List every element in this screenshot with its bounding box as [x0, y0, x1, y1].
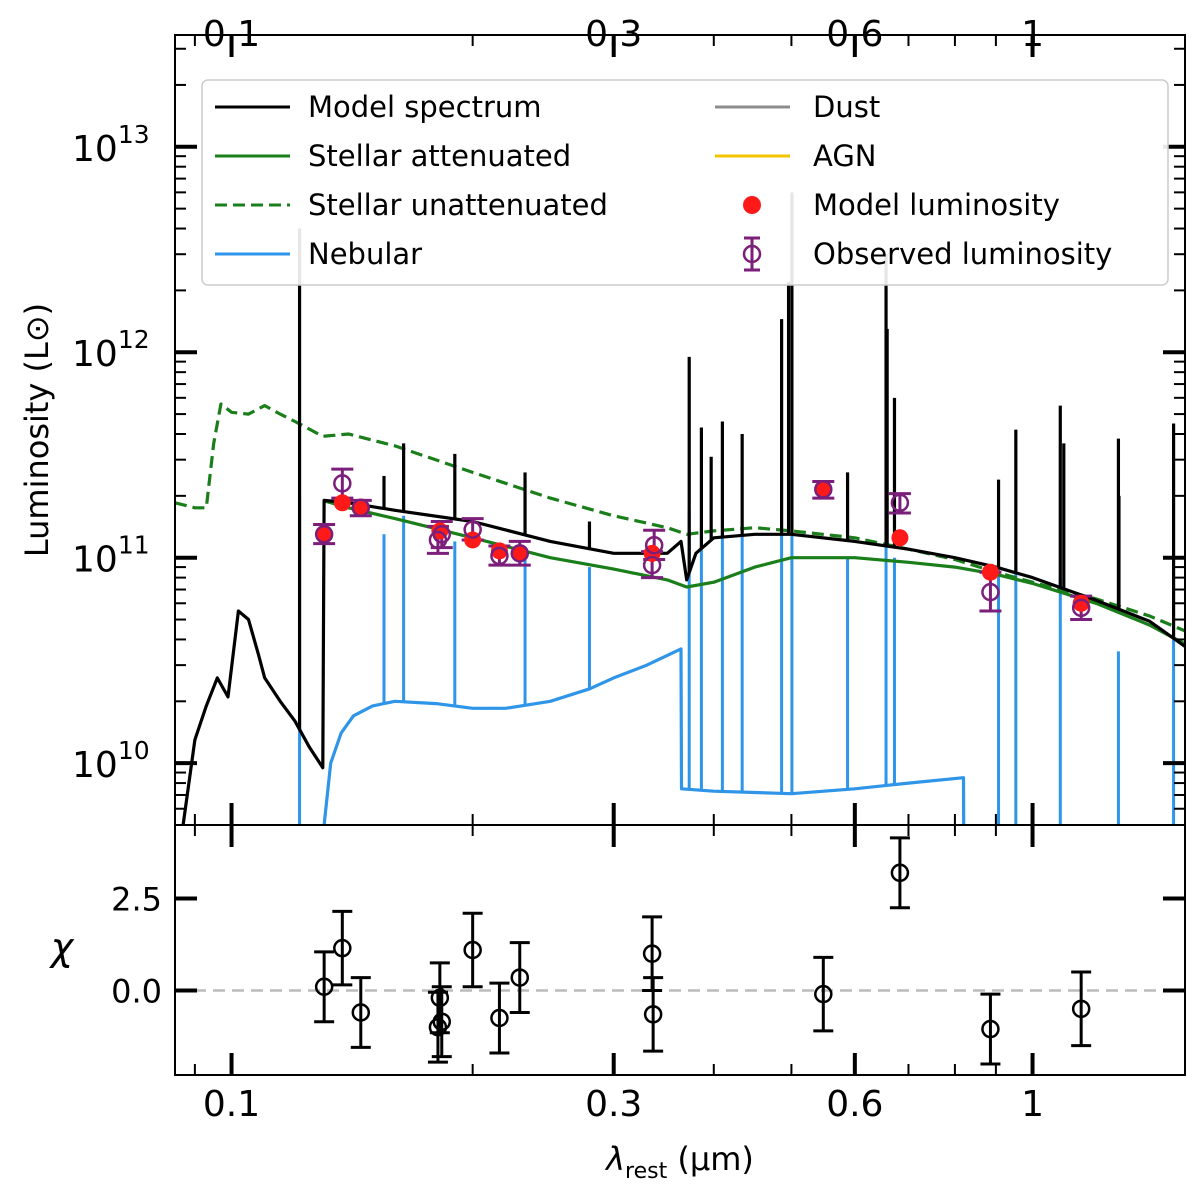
observed-luminosity-marker: [351, 498, 371, 518]
observed-luminosity-marker: [890, 493, 910, 513]
series-line-nebular: [322, 647, 966, 825]
x-tick-label-top: 0.1: [203, 14, 260, 55]
legend-label: Model spectrum: [308, 90, 542, 124]
legend-entry-observed-luminosity: Observed luminosity: [742, 236, 1112, 272]
axis-labels: Luminosity (L⊙) χ λrest (μm): [18, 303, 754, 1184]
x-tick-label-bottom: 0.3: [585, 1084, 642, 1125]
residual-point: [510, 968, 530, 987]
model-luminosity-point: [333, 494, 351, 512]
x-tick-label-top: 0.6: [826, 14, 883, 55]
model-luminosity-point: [1072, 594, 1090, 612]
residual-point: [432, 1012, 452, 1031]
residual-point: [463, 940, 482, 960]
model-luminosity-point: [352, 499, 370, 517]
legend-frame: [201, 79, 1169, 286]
y-tick-label: 1012: [72, 325, 150, 375]
legend-entry-model-luminosity: Model luminosity: [743, 188, 1060, 222]
legend-label: Nebular: [308, 237, 422, 271]
observed-luminosity-marker: [981, 582, 1000, 602]
y-tick-label: 1011: [72, 531, 150, 581]
residual-frame: [174, 824, 1186, 1076]
legend-label: Stellar attenuated: [308, 139, 571, 173]
x-axis-label-symbol: λ: [604, 1140, 625, 1178]
legend-swatch-observed-marker: [742, 244, 762, 264]
residual-point: [814, 984, 833, 1004]
series-line-stellar-unattenuated: [175, 402, 1185, 633]
legend-entry-nebular: Nebular: [215, 237, 422, 271]
legend-label: AGN: [813, 139, 877, 173]
observed-luminosity-marker: [432, 525, 452, 544]
residual-axes: 0.0 2.5 0.1 0.3 0.6 1: [111, 824, 1186, 1125]
x-axis-label-unit: (μm): [667, 1140, 754, 1178]
x-tick-label-top: 0.3: [585, 14, 642, 55]
residual-point: [643, 1005, 663, 1024]
residual-point: [314, 977, 334, 997]
residual-panel: 0.0 2.5 0.1 0.3 0.6 1: [111, 824, 1186, 1125]
legend-label: Observed luminosity: [813, 237, 1112, 271]
luminosity-points: [313, 467, 1093, 622]
series-line-model-spectrum: [181, 498, 1185, 825]
y-tick-label: 1010: [72, 736, 150, 786]
model-luminosity-point: [981, 563, 999, 581]
residual-point: [430, 988, 450, 1008]
residual-point: [981, 1019, 1000, 1039]
main-axes: 1010 1011 1012 1013 0.1 0.3 0.6 1: [72, 14, 1186, 826]
model-luminosity-point: [490, 542, 508, 560]
x-tick-label-bottom: 0.1: [203, 1084, 260, 1125]
observed-luminosity-marker: [814, 480, 833, 499]
nebular-series: [298, 495, 1176, 825]
legend: Model spectrum Stellar attenuated Stella…: [201, 79, 1169, 286]
resid-y-tick-label: 2.5: [111, 881, 162, 919]
legend-label: Stellar unattenuated: [308, 188, 608, 222]
model-luminosity-point: [814, 480, 832, 498]
legend-entry-agn: AGN: [715, 139, 877, 173]
observed-luminosity-marker: [314, 525, 334, 544]
residual-point: [1071, 999, 1091, 1019]
y-tick-label: 1013: [72, 120, 150, 170]
x-axis-label: λrest (μm): [604, 1140, 754, 1184]
observed-luminosity-marker: [644, 535, 664, 555]
model-luminosity-point: [315, 525, 333, 543]
model-luminosity-point: [891, 529, 909, 547]
residual-point: [642, 944, 662, 963]
observed-luminosity-marker: [1071, 598, 1091, 618]
observed-luminosity-marker: [510, 544, 530, 563]
legend-entry-model-spectrum: Model spectrum: [215, 90, 542, 124]
resid-y-tick-label: 0.0: [111, 972, 162, 1010]
observed-luminosity-marker: [333, 474, 352, 493]
x-tick-label-bottom: 1: [1021, 1084, 1044, 1125]
x-tick-label-top: 1: [1021, 14, 1044, 55]
model-spectrum-series: [181, 192, 1185, 825]
legend-entry-stellar-unattenuated: Stellar unattenuated: [215, 188, 608, 222]
observed-luminosity-marker: [642, 555, 662, 575]
residual-point: [490, 1008, 509, 1028]
observed-luminosity-marker: [463, 520, 482, 539]
legend-label: Dust: [813, 90, 880, 124]
legend-entry-dust: Dust: [715, 90, 880, 124]
legend-entry-stellar-attenuated: Stellar attenuated: [215, 139, 571, 173]
residual-point: [333, 938, 352, 958]
y-axis-label-luminosity: Luminosity (L⊙): [18, 303, 56, 557]
legend-swatch-model-luminosity: [743, 196, 761, 214]
y-axis-label-chi: χ: [49, 925, 75, 969]
observed-luminosity-marker: [490, 546, 509, 566]
residual-points: [175, 836, 1185, 1066]
residual-point: [890, 863, 910, 883]
x-tick-label-bottom: 0.6: [826, 1084, 883, 1125]
residual-point: [351, 1003, 371, 1022]
x-axis-label-subscript: rest: [625, 1159, 668, 1184]
model-luminosity-point: [511, 544, 529, 562]
legend-label: Model luminosity: [813, 188, 1060, 222]
